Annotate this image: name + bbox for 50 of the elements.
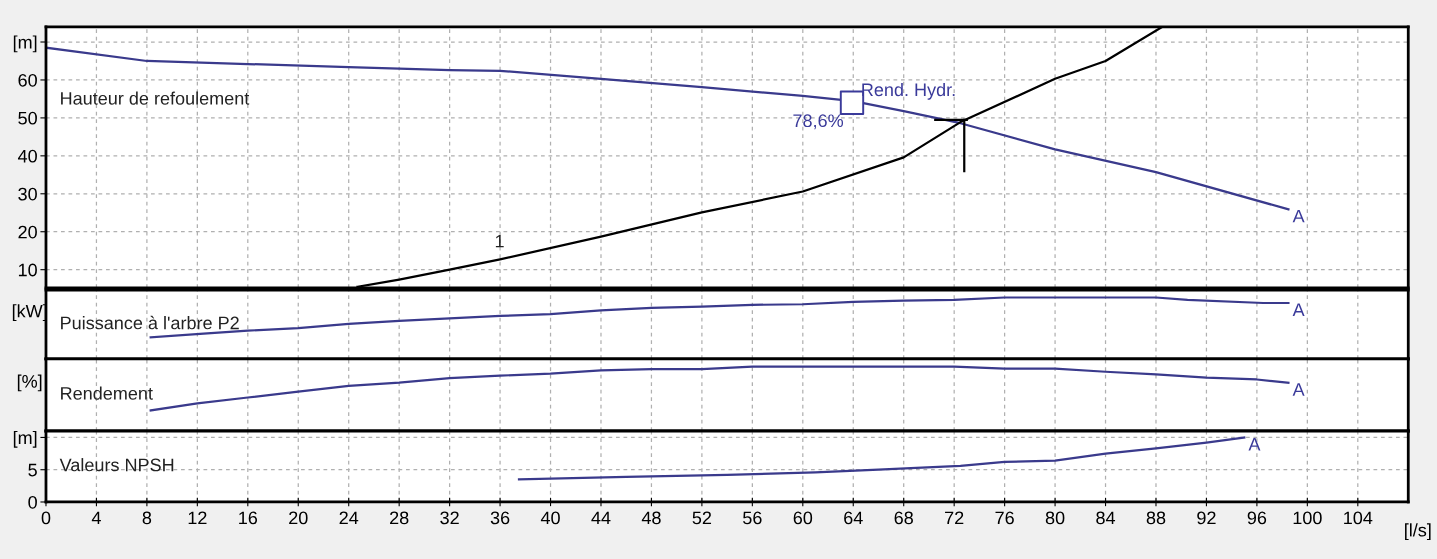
- x-tick-label: 28: [390, 511, 409, 525]
- y-tick-label: 50: [18, 111, 37, 125]
- series-label: A: [1292, 383, 1305, 396]
- y-tick-label: 40: [17, 149, 37, 163]
- x-tick-label: 76: [995, 511, 1014, 525]
- x-tick-label: 56: [743, 511, 762, 525]
- x-tick-label: 72: [945, 511, 964, 525]
- x-tick-label: 104: [1344, 511, 1373, 525]
- y-tick-label: [m]: [13, 430, 37, 448]
- x-tick-label: 44: [591, 511, 611, 525]
- x-tick-label: 16: [239, 511, 258, 525]
- x-tick-label: 60: [793, 511, 813, 525]
- x-tick-label: 84: [1096, 511, 1116, 525]
- y-axis-title: [%]: [17, 374, 42, 392]
- x-tick-label: 92: [1197, 511, 1216, 525]
- series-label: 1: [495, 234, 504, 248]
- text: Hauteur de refoulement: [61, 91, 250, 105]
- y-tick-label: 60: [18, 73, 37, 87]
- y-tick-label: 20: [18, 225, 37, 239]
- text: Puissance à l'arbre P2: [61, 315, 239, 330]
- y-tick-label: 10: [18, 263, 37, 277]
- y-tick-label: 30: [18, 187, 37, 201]
- text: Rendement: [61, 386, 153, 400]
- x-tick-label: 52: [692, 511, 712, 525]
- y-tick-label: 0: [28, 495, 37, 509]
- x-tick-label: 36: [490, 511, 510, 525]
- x-tick-label: 20: [289, 511, 308, 525]
- series-label: A: [1248, 438, 1261, 451]
- x-tick-label: 88: [1146, 511, 1166, 525]
- x-tick-label: 40: [540, 511, 560, 525]
- x-tick-label: 48: [641, 511, 661, 525]
- x-tick-label: 68: [894, 511, 913, 525]
- annotation: 78,6%: [793, 114, 844, 130]
- y-tick-label: [m]: [13, 35, 37, 53]
- x-axis-title: [l/s]: [1405, 523, 1431, 541]
- x-tick-label: 80: [1045, 511, 1065, 525]
- annotation: Rend. Hydr.: [862, 82, 955, 100]
- text: Valeurs NPSH: [59, 458, 174, 472]
- x-tick-label: 32: [440, 511, 459, 525]
- y-tick-label: 5: [28, 463, 37, 477]
- series-label: A: [1292, 209, 1305, 223]
- series-label: A: [1292, 303, 1305, 317]
- x-tick-label: 100: [1293, 511, 1322, 525]
- x-tick-label: 24: [339, 511, 359, 525]
- x-tick-label: 64: [844, 511, 863, 525]
- x-tick-label: 96: [1247, 511, 1267, 525]
- x-tick-label: 0: [41, 511, 51, 525]
- x-tick-label: 12: [188, 511, 207, 525]
- x-tick-label: 4: [91, 511, 101, 525]
- x-tick-label: 8: [142, 511, 152, 525]
